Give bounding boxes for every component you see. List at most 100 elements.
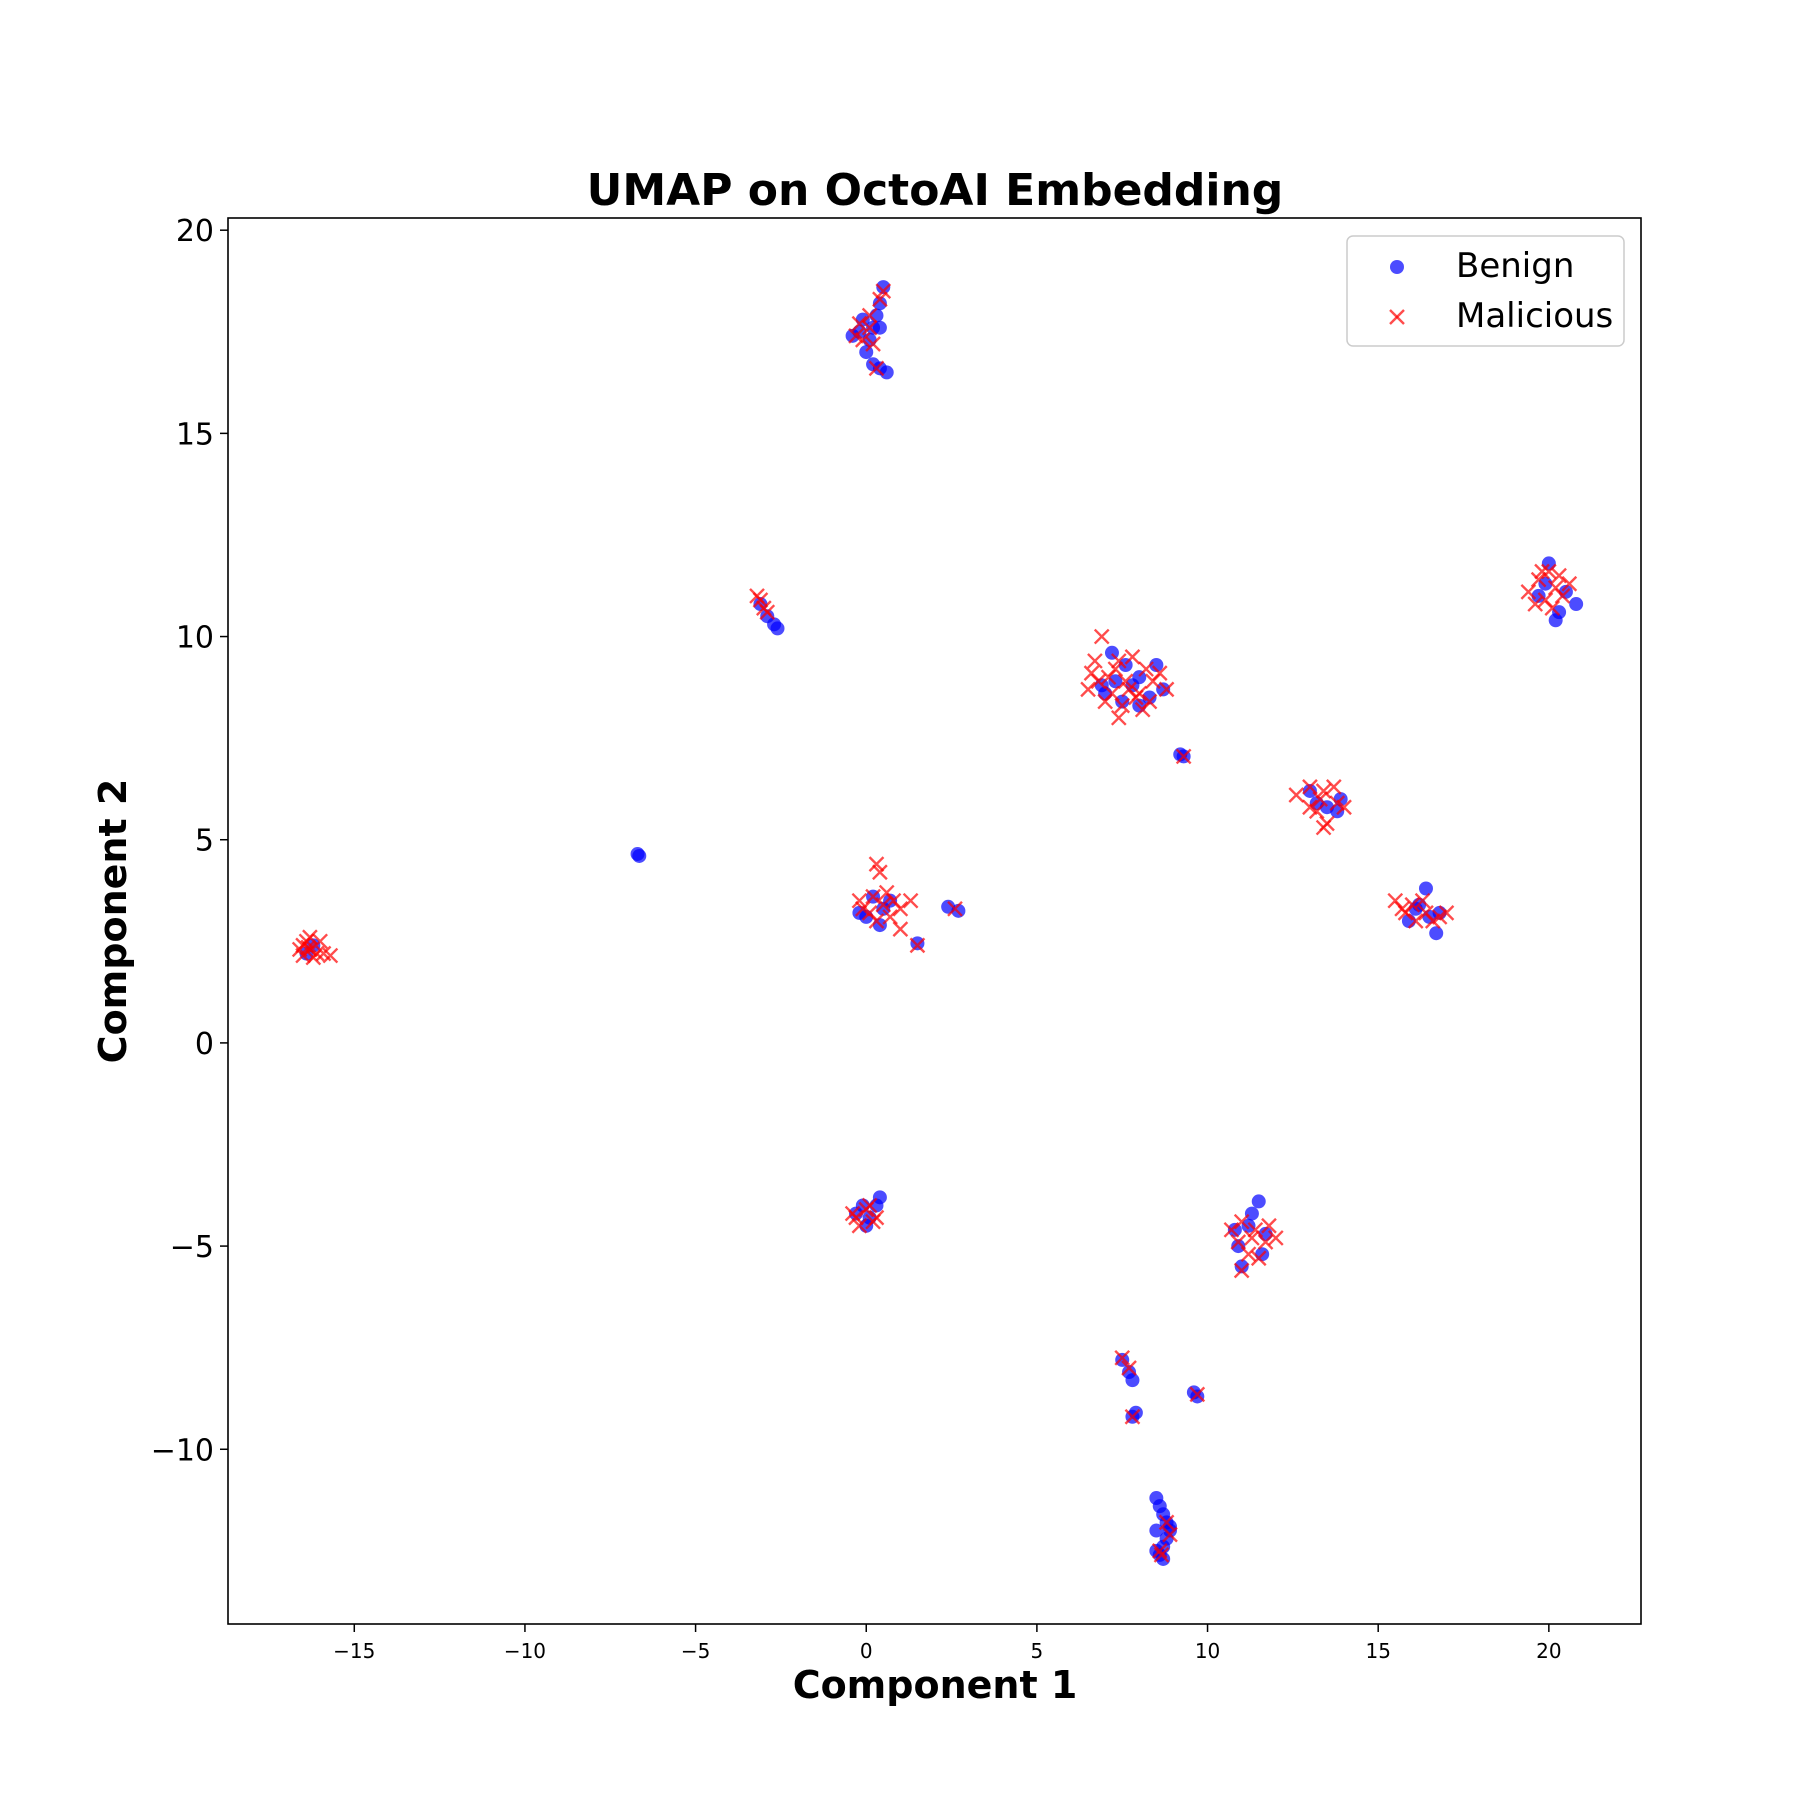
y-tick-label: 20: [176, 214, 214, 249]
malicious-point: [759, 604, 776, 621]
x-tick-label: −5: [681, 1639, 710, 1663]
malicious-point: [1141, 693, 1158, 710]
benign-point: [1418, 881, 1433, 896]
legend-benign-label: Benign: [1456, 246, 1574, 286]
benign-point: [876, 280, 891, 295]
malicious-point: [322, 947, 339, 964]
malicious-point: [1302, 779, 1318, 795]
legend-malicious-marker: [1389, 309, 1405, 325]
malicious-point: [902, 892, 919, 909]
benign-point: [1190, 1389, 1205, 1404]
malicious-point: [1080, 681, 1096, 698]
benign-point: [1108, 674, 1123, 689]
x-tick-label: 0: [860, 1639, 873, 1663]
malicious-point: [1561, 575, 1578, 592]
malicious-point: [868, 913, 885, 929]
benign-point: [1234, 1259, 1249, 1274]
malicious-point: [312, 933, 329, 950]
malicious-point: [1554, 588, 1571, 604]
malicious-point: [1261, 1217, 1277, 1234]
malicious-point: [875, 283, 892, 299]
malicious-point: [1250, 1250, 1267, 1267]
series-malicious: [291, 283, 1578, 1563]
malicious-point: [875, 896, 892, 913]
malicious-point: [1162, 1526, 1178, 1543]
malicious-point: [854, 332, 871, 348]
malicious-point: [1267, 1230, 1284, 1246]
x-tick-label: −15: [333, 1639, 375, 1663]
benign-point: [1149, 657, 1164, 672]
malicious-point: [1544, 600, 1561, 616]
x-axis-ticks: −15 −10 −5 0 5 10 15 20: [333, 1624, 1562, 1663]
malicious-point: [1121, 1360, 1137, 1376]
series-layer: [291, 280, 1584, 1566]
y-axis-ticks: −10 −5 0 5 10 15 20: [151, 214, 228, 1468]
malicious-point: [1114, 697, 1131, 714]
malicious-point: [892, 921, 909, 937]
benign-point: [872, 320, 887, 335]
benign-point: [1142, 690, 1157, 705]
malicious-point: [1530, 571, 1547, 588]
legend-box: [1346, 235, 1625, 347]
malicious-point: [1315, 819, 1332, 836]
malicious-point: [1124, 649, 1141, 665]
malicious-point: [1114, 1349, 1131, 1366]
malicious-point: [1288, 787, 1305, 803]
malicious-point: [851, 892, 868, 909]
malicious-point: [1541, 563, 1557, 580]
benign-point: [1548, 613, 1563, 628]
benign-point: [910, 936, 925, 951]
malicious-point: [749, 588, 765, 604]
malicious-point: [872, 864, 888, 881]
malicious-point: [1534, 563, 1550, 580]
y-tick-label: −5: [170, 1230, 214, 1265]
benign-point: [1429, 926, 1444, 941]
malicious-point: [882, 909, 898, 925]
malicious-point: [1551, 567, 1567, 584]
malicious-point: [1520, 584, 1537, 600]
x-tick-label: 5: [1031, 1639, 1044, 1663]
malicious-point: [1325, 779, 1342, 795]
malicious-point: [1100, 669, 1117, 686]
malicious-point: [865, 336, 881, 352]
malicious-point: [295, 947, 311, 964]
x-tick-label: 20: [1536, 1639, 1561, 1663]
benign-point: [1149, 1523, 1164, 1538]
y-tick-label: 0: [195, 1027, 214, 1062]
legend-malicious-label: Malicious: [1456, 296, 1613, 336]
malicious-point: [1110, 653, 1127, 669]
malicious-point: [1414, 892, 1431, 909]
benign-point: [760, 609, 775, 624]
malicious-point: [861, 1197, 878, 1214]
malicious-point: [1302, 799, 1318, 816]
x-axis-label: Component 1: [793, 1663, 1078, 1707]
malicious-point: [1151, 665, 1168, 681]
y-tick-label: 5: [195, 824, 214, 859]
malicious-point: [885, 892, 902, 909]
x-tick-label: 15: [1365, 1639, 1390, 1663]
malicious-point: [1394, 900, 1410, 917]
benign-point: [1531, 588, 1546, 603]
malicious-point: [844, 1205, 861, 1222]
axes-frame: [227, 217, 1642, 1625]
benign-point: [845, 328, 860, 343]
malicious-point: [861, 319, 878, 336]
legend-benign-marker: [1390, 260, 1404, 274]
benign-point: [1231, 1239, 1246, 1254]
malicious-point: [1158, 1514, 1175, 1531]
benign-point: [1538, 576, 1553, 591]
benign-point: [1244, 1206, 1259, 1221]
benign-point: [1115, 694, 1130, 709]
benign-point: [879, 365, 894, 380]
malicious-point: [1093, 628, 1110, 645]
malicious-point: [1124, 1408, 1141, 1425]
malicious-point: [1223, 1221, 1240, 1238]
x-tick-label: 10: [1195, 1639, 1220, 1663]
malicious-point: [1315, 783, 1332, 799]
benign-point: [1156, 682, 1171, 697]
malicious-point: [1110, 709, 1127, 726]
malicious-point: [1083, 665, 1100, 681]
malicious-point: [1189, 1386, 1206, 1403]
y-tick-label: 15: [176, 417, 214, 452]
malicious-point: [1438, 905, 1455, 921]
